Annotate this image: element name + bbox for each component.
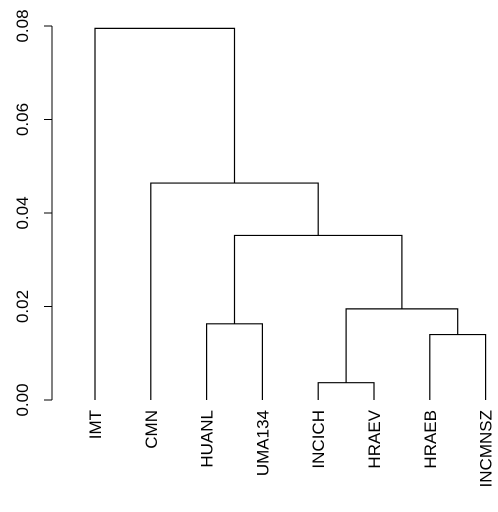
y-tick-label: 0.00 bbox=[13, 383, 32, 416]
leaf-label: INCMNSZ bbox=[477, 410, 496, 487]
dendrogram-links bbox=[94, 27, 487, 400]
dendrogram-link-m3 bbox=[206, 323, 263, 400]
y-tick-label: 0.08 bbox=[13, 9, 32, 42]
y-axis: 0.00 0.02 0.04 0.06 0.08 bbox=[13, 9, 53, 417]
dendrogram-link-m2 bbox=[429, 333, 487, 400]
dendrogram-link-m7 bbox=[94, 27, 236, 400]
leaf-label: IMT bbox=[86, 410, 105, 439]
y-tick-label: 0.04 bbox=[13, 196, 32, 229]
leaf-label: HRAEV bbox=[365, 409, 384, 468]
y-tick-label: 0.06 bbox=[13, 103, 32, 136]
dendrogram-link-m4 bbox=[345, 308, 459, 383]
leaf-label: HRAEB bbox=[421, 410, 440, 469]
y-ticks: 0.00 0.02 0.04 0.06 0.08 bbox=[13, 9, 52, 417]
leaf-label: HUANL bbox=[198, 410, 217, 468]
dendrogram-link-m5 bbox=[233, 234, 403, 324]
dendrogram-link-m1 bbox=[317, 382, 375, 400]
leaf-label: INCICH bbox=[309, 410, 328, 469]
leaf-labels: IMT CMN HUANL UMA134 INCICH HRAEV HRAEB INCMNSZ bbox=[86, 409, 496, 487]
y-tick-label: 0.02 bbox=[13, 290, 32, 323]
leaf-label: CMN bbox=[142, 410, 161, 449]
leaf-label: UMA134 bbox=[253, 410, 272, 476]
